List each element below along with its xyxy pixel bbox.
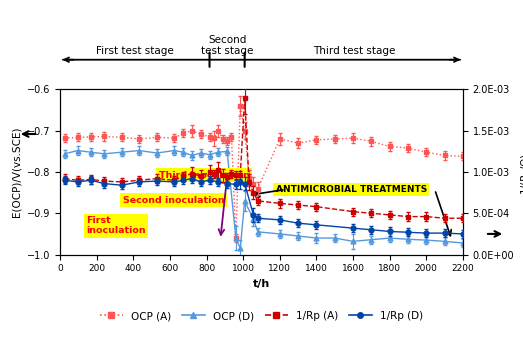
Y-axis label: E(OCP)/V(vs.SCE): E(OCP)/V(vs.SCE) [12,127,21,217]
Text: Second
test stage: Second test stage [201,35,253,56]
X-axis label: t/h: t/h [253,279,270,289]
Text: First test stage: First test stage [96,46,174,56]
Legend: OCP (A), OCP (D), 1/Rp (A), 1/Rp (D): OCP (A), OCP (D), 1/Rp (A), 1/Rp (D) [96,307,427,325]
Text: Second inoculation: Second inoculation [122,196,224,205]
Y-axis label: 1/(Rₚ/Ω): 1/(Rₚ/Ω) [520,151,523,193]
Text: First
inoculation: First inoculation [86,216,146,235]
Text: ANTIMICROBIAL TREATMENTS: ANTIMICROBIAL TREATMENTS [276,185,427,194]
Text: Third inoculation: Third inoculation [159,171,250,180]
Text: Third test stage: Third test stage [313,46,395,56]
